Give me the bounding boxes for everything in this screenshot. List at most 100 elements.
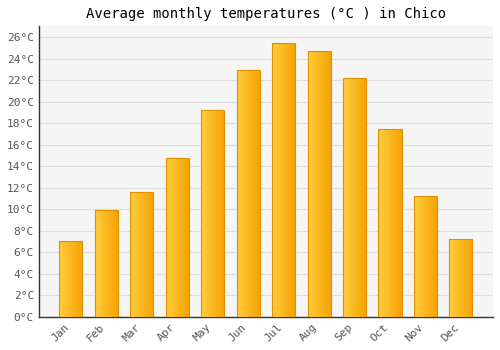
Bar: [236, 70, 260, 317]
Bar: [432, 196, 434, 317]
Bar: [356, 78, 357, 317]
Bar: [76, 241, 78, 317]
Bar: [328, 51, 330, 317]
Bar: [272, 43, 295, 317]
Bar: [458, 239, 460, 317]
Bar: [383, 128, 384, 317]
Bar: [308, 51, 330, 317]
Bar: [167, 158, 168, 317]
Bar: [426, 196, 428, 317]
Bar: [250, 70, 252, 317]
Bar: [378, 128, 402, 317]
Bar: [288, 43, 290, 317]
Bar: [311, 51, 312, 317]
Bar: [143, 192, 144, 317]
Bar: [463, 239, 464, 317]
Bar: [182, 158, 183, 317]
Bar: [391, 128, 392, 317]
Bar: [394, 128, 396, 317]
Bar: [222, 110, 223, 317]
Bar: [95, 210, 118, 317]
Bar: [142, 192, 143, 317]
Bar: [396, 128, 397, 317]
Bar: [103, 210, 104, 317]
Bar: [470, 239, 472, 317]
Bar: [359, 78, 360, 317]
Bar: [365, 78, 366, 317]
Bar: [253, 70, 254, 317]
Bar: [111, 210, 112, 317]
Bar: [138, 192, 140, 317]
Bar: [319, 51, 320, 317]
Bar: [314, 51, 316, 317]
Bar: [183, 158, 184, 317]
Bar: [140, 192, 142, 317]
Bar: [172, 158, 174, 317]
Bar: [95, 210, 118, 317]
Bar: [343, 78, 366, 317]
Bar: [207, 110, 208, 317]
Bar: [152, 192, 154, 317]
Bar: [178, 158, 180, 317]
Bar: [397, 128, 398, 317]
Bar: [255, 70, 256, 317]
Bar: [350, 78, 351, 317]
Bar: [146, 192, 148, 317]
Bar: [382, 128, 383, 317]
Bar: [149, 192, 150, 317]
Bar: [317, 51, 318, 317]
Bar: [430, 196, 431, 317]
Bar: [79, 241, 80, 317]
Bar: [380, 128, 381, 317]
Bar: [170, 158, 172, 317]
Bar: [236, 70, 238, 317]
Bar: [390, 128, 391, 317]
Bar: [276, 43, 278, 317]
Bar: [381, 128, 382, 317]
Bar: [186, 158, 188, 317]
Bar: [279, 43, 280, 317]
Bar: [294, 43, 295, 317]
Bar: [204, 110, 206, 317]
Bar: [318, 51, 319, 317]
Bar: [201, 110, 224, 317]
Bar: [285, 43, 286, 317]
Bar: [254, 70, 255, 317]
Bar: [208, 110, 210, 317]
Bar: [358, 78, 359, 317]
Bar: [252, 70, 253, 317]
Bar: [240, 70, 242, 317]
Bar: [110, 210, 111, 317]
Bar: [169, 158, 170, 317]
Bar: [258, 70, 260, 317]
Bar: [428, 196, 429, 317]
Bar: [201, 110, 224, 317]
Bar: [455, 239, 456, 317]
Bar: [272, 43, 295, 317]
Bar: [384, 128, 386, 317]
Bar: [352, 78, 354, 317]
Bar: [223, 110, 224, 317]
Bar: [60, 241, 82, 317]
Bar: [316, 51, 317, 317]
Bar: [414, 196, 415, 317]
Bar: [324, 51, 325, 317]
Bar: [398, 128, 399, 317]
Bar: [68, 241, 70, 317]
Bar: [469, 239, 470, 317]
Bar: [456, 239, 458, 317]
Bar: [468, 239, 469, 317]
Bar: [450, 239, 452, 317]
Bar: [166, 158, 189, 317]
Bar: [60, 241, 62, 317]
Bar: [272, 43, 274, 317]
Bar: [212, 110, 213, 317]
Bar: [108, 210, 110, 317]
Bar: [65, 241, 66, 317]
Bar: [308, 51, 310, 317]
Bar: [210, 110, 212, 317]
Bar: [202, 110, 203, 317]
Bar: [151, 192, 152, 317]
Bar: [176, 158, 178, 317]
Bar: [214, 110, 215, 317]
